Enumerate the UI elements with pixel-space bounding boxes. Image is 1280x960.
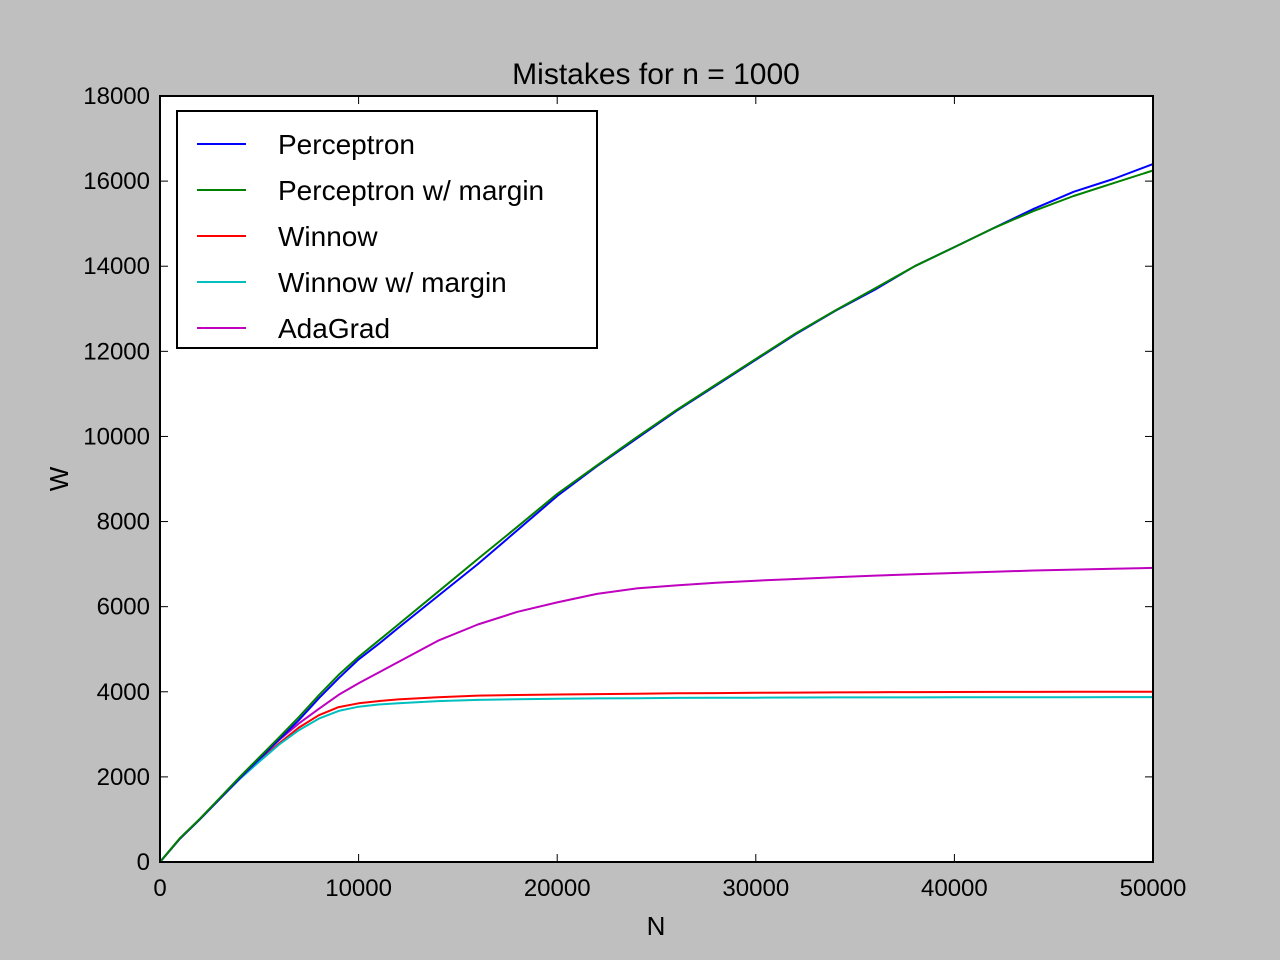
axis-tick-labels: 0 10000 20000 30000 40000 50000 0 2000 4000 6000 8… [83,83,1186,902]
y-tick-label: 4000 [97,679,150,706]
legend-label: Winnow w/ margin [278,267,507,298]
x-tick-label: 20000 [524,875,591,902]
legend-box [176,110,598,349]
y-tick-label: 16000 [83,168,150,195]
x-tick-label: 40000 [921,875,988,902]
y-tick-label: 8000 [97,509,150,536]
x-tick-label: 10000 [325,875,392,902]
chart-title: Mistakes for n = 1000 [512,58,800,91]
y-tick-label: 14000 [83,253,150,280]
x-tick-label: 30000 [722,875,789,902]
y-tick-label: 2000 [97,764,150,791]
legend-label: Perceptron [278,129,415,160]
series-line-winnow-w-margin [159,696,1153,863]
y-tick-label: 6000 [97,594,150,621]
y-tick-label: 10000 [83,423,150,450]
x-tick-label: 0 [153,875,166,902]
series-lines [159,163,1154,863]
y-tick-label: 18000 [83,83,150,110]
series-line-perceptron-w-margin [159,169,1154,863]
legend: Perceptron Perceptron w/ margin Winnow Winn… [176,110,598,349]
legend-label: Perceptron w/ margin [278,175,544,206]
plot-frame [159,95,1154,863]
x-axis-label: N [647,911,666,941]
legend-label: AdaGrad [278,313,390,344]
y-axis-label: W [44,466,74,491]
y-tick-label: 0 [137,849,150,876]
legend-label: Winnow [278,221,378,252]
x-tick-label: 50000 [1120,875,1187,902]
y-tick-label: 12000 [83,338,150,365]
